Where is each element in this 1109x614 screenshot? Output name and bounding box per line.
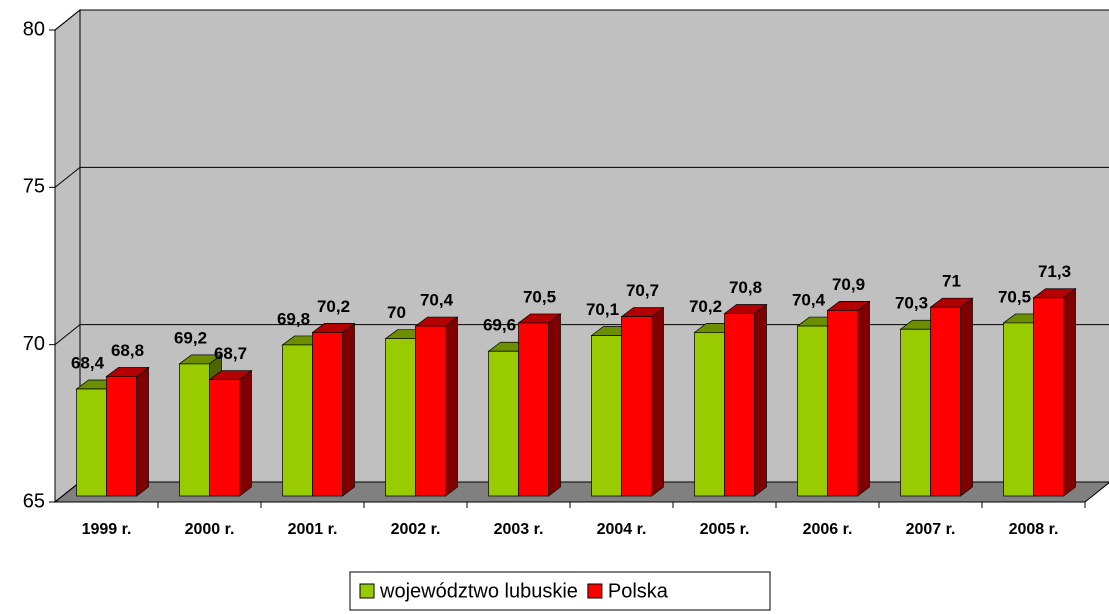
bar [620,306,665,497]
bar-face [342,322,355,497]
bar-face [754,303,767,497]
bar [208,369,253,497]
y-tick-label: 75 [23,176,45,198]
bar [311,322,356,497]
bar-face [76,388,107,497]
data-label: 68,4 [71,353,105,372]
data-label: 70,2 [317,297,350,316]
y-tick-label: 70 [23,333,45,355]
x-tick-label: 2007 r. [906,521,956,538]
x-tick-label: 1999 r. [82,521,132,538]
bar-face [694,332,725,497]
data-label: 68,8 [111,341,144,360]
x-tick-label: 2001 r. [288,521,338,538]
x-tick-label: 2004 r. [597,521,647,538]
x-tick-label: 2005 r. [700,521,750,538]
bar [826,300,871,497]
x-tick-label: 2006 r. [803,521,853,538]
legend-label: Polska [608,580,669,602]
bar [929,297,974,497]
bar-face [857,300,870,497]
data-label: 70,8 [729,278,762,297]
grid-line [54,9,81,31]
data-label: 70,4 [792,291,826,310]
legend-label: województwo lubuskie [379,580,578,602]
bar-face [724,313,755,497]
data-label: 71 [942,272,961,291]
data-label: 69,6 [483,316,516,335]
data-label: 70,5 [998,287,1031,306]
bar-face [1063,288,1076,497]
data-label: 70,9 [832,275,865,294]
bar-face [797,325,828,497]
bar-face [1003,322,1034,497]
data-label: 69,8 [277,309,310,328]
data-label: 70,4 [420,291,454,310]
legend-swatch [359,583,375,599]
bar [1032,288,1077,497]
bar-face [827,309,858,497]
bar-face [488,350,519,497]
x-tick-label: 2000 r. [185,521,235,538]
bar-face [312,332,343,497]
bar-face [548,313,561,497]
bar [723,303,768,497]
bar-face [209,379,240,497]
data-label: 70,7 [626,281,659,300]
bar-face [621,316,652,497]
bar [105,366,150,497]
bar [414,316,459,497]
bar-face [960,297,973,497]
grid-line [54,166,81,188]
bar-face [415,325,446,497]
bar-face [136,366,149,497]
x-tick-label: 2002 r. [391,521,441,538]
y-tick-label: 80 [23,18,45,40]
x-tick-label: 2003 r. [494,521,544,538]
bar-face [1033,297,1064,497]
bar-face [445,316,458,497]
bar [517,313,562,497]
legend-box [349,571,771,611]
bar-face [106,376,137,497]
data-label: 68,7 [214,344,247,363]
data-label: 70,1 [586,300,619,319]
bar-face [179,363,210,497]
grid-line [54,324,81,346]
bar-face [591,335,622,497]
data-label: 70,5 [523,287,556,306]
data-label: 70,3 [895,294,928,313]
grid-line [54,481,81,503]
bar-face [239,369,252,497]
bar-face [651,306,664,497]
legend-swatch [587,583,603,599]
data-label: 70 [387,303,406,322]
bar-face [900,328,931,497]
y-tick-label: 65 [23,490,45,512]
bar-face [385,338,416,497]
data-label: 69,2 [174,328,207,347]
data-label: 71,3 [1038,262,1071,281]
data-label: 70,2 [689,297,722,316]
bar-face [930,306,961,497]
bar-face [518,322,549,497]
x-tick-label: 2008 r. [1009,521,1059,538]
bar-face [282,344,313,497]
